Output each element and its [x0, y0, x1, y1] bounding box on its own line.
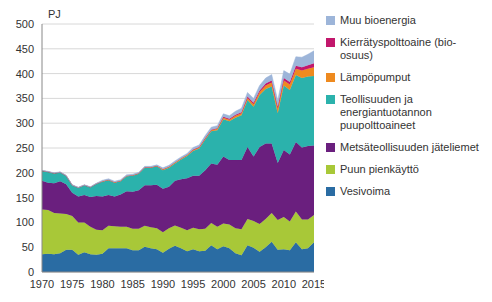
- svg-text:2005: 2005: [241, 278, 265, 290]
- svg-text:350: 350: [16, 92, 34, 104]
- html-text:Muu bioenergia: Muu bioenergia: [340, 14, 416, 26]
- svg-text:100: 100: [16, 216, 34, 228]
- svg-text:250: 250: [16, 142, 34, 154]
- svg-text:200: 200: [16, 167, 34, 179]
- svg-text:0: 0: [28, 266, 34, 278]
- html-text:Vesivoima: Vesivoima: [340, 185, 391, 197]
- svg-text:300: 300: [16, 117, 34, 129]
- svg-text:2000: 2000: [211, 278, 235, 290]
- svg-text:2010: 2010: [272, 278, 296, 290]
- svg-text:2015: 2015: [302, 278, 324, 290]
- svg-text:1975: 1975: [60, 278, 84, 290]
- svg-text:1985: 1985: [120, 278, 144, 290]
- svg-text:500: 500: [16, 18, 34, 30]
- svg-text:1995: 1995: [181, 278, 205, 290]
- svg-text:1970: 1970: [30, 278, 54, 290]
- html-text:Teollisuuden ja energiantuotan: Teollisuuden ja energiantuotannon puupol…: [340, 93, 432, 131]
- svg-text:450: 450: [16, 43, 34, 55]
- svg-text:400: 400: [16, 68, 34, 80]
- svg-text:150: 150: [16, 192, 34, 204]
- html-text:Lämpöpumput: Lämpöpumput: [340, 71, 411, 83]
- html-text:Puun pienkäyttö: Puun pienkäyttö: [340, 163, 419, 175]
- svg-text:1980: 1980: [90, 278, 114, 290]
- svg-text:1990: 1990: [151, 278, 175, 290]
- html-text:Kierrätyspolttoaine (bio-osuus: Kierrätyspolttoaine (bio-osuus): [340, 36, 457, 61]
- html-text:PJ: PJ: [48, 8, 61, 20]
- svg-text:50: 50: [22, 241, 34, 253]
- html-text:Metsäteollisuuden jäteliemet: Metsäteollisuuden jäteliemet: [340, 141, 479, 153]
